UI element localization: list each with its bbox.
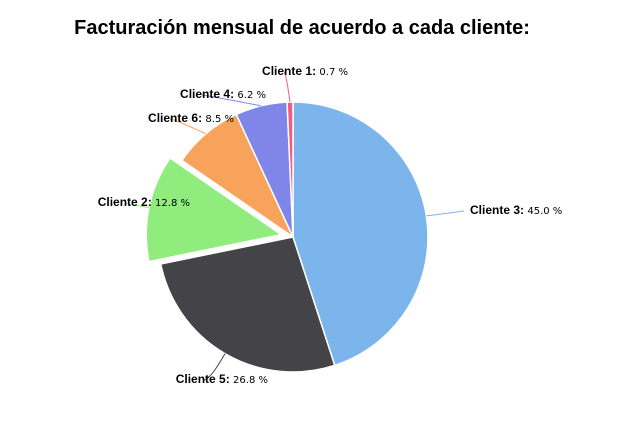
data-label-cliente-6: Cliente 6: 8.5 % xyxy=(148,111,234,125)
pie-labels: Cliente 3: 45.0 %Cliente 5: 26.8 %Client… xyxy=(98,64,563,386)
data-label-name: Cliente 5: xyxy=(176,372,233,386)
data-label-value: 12.8 % xyxy=(155,198,190,209)
leader-line-cliente-2 xyxy=(125,202,150,209)
data-label-value: 6.2 % xyxy=(237,90,266,101)
data-label-value: 8.5 % xyxy=(205,114,234,125)
pie-slice-cliente-1[interactable] xyxy=(286,101,294,238)
data-label-name: Cliente 3: xyxy=(470,203,527,217)
data-label-cliente-2: Cliente 2: 12.8 % xyxy=(98,195,190,209)
leader-line-cliente-3 xyxy=(426,210,465,217)
leader-line-cliente-1 xyxy=(283,71,291,103)
leader-line-cliente-6 xyxy=(169,118,207,135)
chart-title: Facturación mensual de acuerdo a cada cl… xyxy=(74,17,530,39)
data-label-name: Cliente 2: xyxy=(98,195,155,209)
pie-slices xyxy=(145,101,429,373)
data-label-cliente-5: Cliente 5: 26.8 % xyxy=(176,372,268,386)
data-label-name: Cliente 6: xyxy=(148,111,205,125)
leader-line-cliente-5 xyxy=(203,353,226,381)
data-label-value: 45.0 % xyxy=(527,206,562,217)
data-label-value: 26.8 % xyxy=(233,375,268,386)
data-label-value: 0.7 % xyxy=(319,67,348,78)
data-label-name: Cliente 4: xyxy=(180,87,237,101)
data-label-name: Cliente 1: xyxy=(262,64,319,78)
pie-slice-cliente-5[interactable] xyxy=(159,236,336,373)
leader-line-cliente-4 xyxy=(201,94,262,107)
data-label-cliente-4: Cliente 4: 6.2 % xyxy=(180,87,266,101)
data-label-cliente-1: Cliente 1: 0.7 % xyxy=(262,64,348,78)
data-label-cliente-3: Cliente 3: 45.0 % xyxy=(470,203,562,217)
